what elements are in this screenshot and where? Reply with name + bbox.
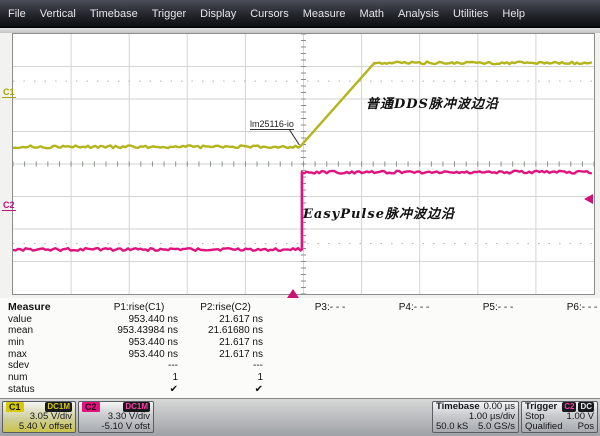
measure-column-header[interactable]: P2:rise(C2): [200, 302, 251, 313]
trace-c2[interactable]: [13, 169, 592, 253]
waveform-display[interactable]: [12, 33, 595, 295]
c1-label: C1: [6, 402, 24, 413]
timebase-delay: 0.00 µs: [483, 401, 515, 412]
c2-position-marker[interactable]: C2: [2, 200, 16, 211]
measure-value: ✔: [169, 383, 178, 395]
c2-label: C2: [82, 402, 100, 413]
menu-item-timebase[interactable]: Timebase: [89, 7, 138, 20]
trigger-time-marker[interactable]: [287, 289, 299, 298]
measure-column-2: P2:rise(C2) 21.617 ns 21.61680 ns 21.617 ns…: [188, 302, 263, 396]
c1-offset: 5.40 V offset: [18, 421, 72, 433]
c2-descriptor-box[interactable]: C2 DC1M 3.30 V/div -5.10 V ofst: [78, 401, 154, 433]
measure-row-label: sdev: [8, 360, 30, 372]
menu-item-trigger[interactable]: Trigger: [151, 7, 187, 20]
annotation-dds-edge: 普通DDS脉冲波边沿: [366, 97, 499, 112]
timebase-label: Timebase: [436, 401, 480, 412]
c1-descriptor-box[interactable]: C1 DC1M 3.05 V/div 5.40 V offset: [2, 401, 76, 433]
measure-row-label: max: [8, 348, 27, 360]
trigger-label: Trigger: [525, 401, 558, 412]
measure-value: 953.440 ns: [128, 313, 179, 325]
measure-column-1: P1:rise(C1) 953.440 ns 953.43984 ns 953.440…: [100, 302, 178, 396]
annotation-easypulse-edge: EasyPulse脉冲波边沿: [303, 207, 455, 222]
menu-bar: File Vertical Timebase Trigger Display Cursor…: [0, 0, 600, 28]
menu-item-utilities[interactable]: Utilities: [452, 7, 489, 20]
measure-value: 953.440 ns: [128, 348, 179, 360]
trigger-source-badge: C2: [562, 402, 577, 412]
measure-column-header[interactable]: P5:- - -: [482, 302, 514, 313]
graticule-and-traces: [13, 34, 594, 294]
measure-column-header[interactable]: P1:rise(C1): [113, 302, 165, 313]
measure-column-header[interactable]: P3:- - -: [314, 302, 346, 313]
measure-value: 21.617 ns: [219, 313, 263, 325]
measure-value: 21.617 ns: [219, 348, 263, 360]
menu-item-cursors[interactable]: Cursors: [250, 7, 289, 20]
status-bar: C1 DC1M 3.05 V/div 5.40 V offset C2 DC1M…: [0, 398, 600, 436]
measure-row-label: mean: [8, 325, 34, 337]
menu-item-math[interactable]: Math: [359, 7, 384, 20]
measure-value: 953.440 ns: [128, 337, 179, 349]
measure-row-label: min: [8, 337, 25, 349]
menu-item-file[interactable]: File: [8, 7, 26, 20]
measure-value: 21.61680 ns: [207, 325, 263, 337]
menu-item-measure[interactable]: Measure: [302, 7, 346, 20]
c1-position-marker[interactable]: C1: [2, 87, 16, 98]
measure-column-4: P4:- - -: [384, 302, 444, 314]
trigger-type: Qualified: [525, 421, 563, 433]
measure-row-label: Measure: [8, 301, 51, 313]
measure-row-labels: Measure value mean min max sdev num status: [8, 301, 88, 396]
trigger-descriptor-box[interactable]: Trigger C2 DC Stop 1.00 V Qualified Pos: [521, 401, 598, 433]
measure-row-label: status: [8, 383, 35, 395]
c2-coupling-badge: DC1M: [123, 402, 150, 412]
measure-value: ✔: [254, 383, 263, 395]
measure-column-5: P5:- - -: [468, 302, 528, 314]
trace-callout-label: lm25116-io: [250, 119, 294, 130]
c2-volts-per-div: 3.30 V/div: [107, 411, 150, 423]
measure-column-header[interactable]: P4:- - -: [398, 302, 430, 313]
measure-value: 21.617 ns: [219, 337, 263, 349]
trigger-mode: Stop: [525, 411, 545, 423]
timebase-sample-rate: 5.0 GS/s: [478, 421, 515, 433]
menu-item-vertical[interactable]: Vertical: [39, 7, 76, 20]
menu-item-display[interactable]: Display: [200, 7, 237, 20]
measure-column-header[interactable]: P6:- - -: [566, 302, 598, 313]
c1-volts-per-div: 3.05 V/div: [29, 411, 72, 423]
menu-divider: [0, 28, 600, 33]
timebase-descriptor-box[interactable]: Timebase 0.00 µs 1.00 µs/div 50.0 kS 5.0…: [432, 401, 519, 433]
trigger-level: 1.00 V: [566, 411, 594, 423]
measure-row-label: value: [8, 313, 32, 325]
measure-column-3: P3:- - -: [300, 302, 360, 314]
measure-row-label: num: [8, 372, 28, 384]
trigger-coupling-badge: DC: [578, 402, 594, 412]
c1-coupling-badge: DC1M: [45, 402, 72, 412]
timebase-samples: 50.0 kS: [436, 421, 469, 433]
trigger-slope: Pos: [577, 421, 594, 433]
c2-offset: -5.10 V ofst: [101, 421, 150, 433]
trace-c1[interactable]: [13, 60, 593, 150]
measure-value: 1: [257, 372, 263, 384]
measure-value: 953.43984 ns: [117, 325, 178, 337]
measure-value: ---: [168, 360, 178, 372]
measure-column-6: P6:- - -: [552, 302, 600, 314]
measure-value: ---: [253, 360, 263, 372]
measure-value: 1: [172, 372, 178, 384]
measure-table: Measure value mean min max sdev num status P1:r…: [0, 298, 600, 398]
trigger-level-marker[interactable]: [584, 194, 593, 204]
menu-item-help[interactable]: Help: [502, 7, 526, 20]
menu-item-analysis[interactable]: Analysis: [398, 7, 439, 20]
timebase-time-per-div: 1.00 µs/div: [468, 411, 515, 423]
